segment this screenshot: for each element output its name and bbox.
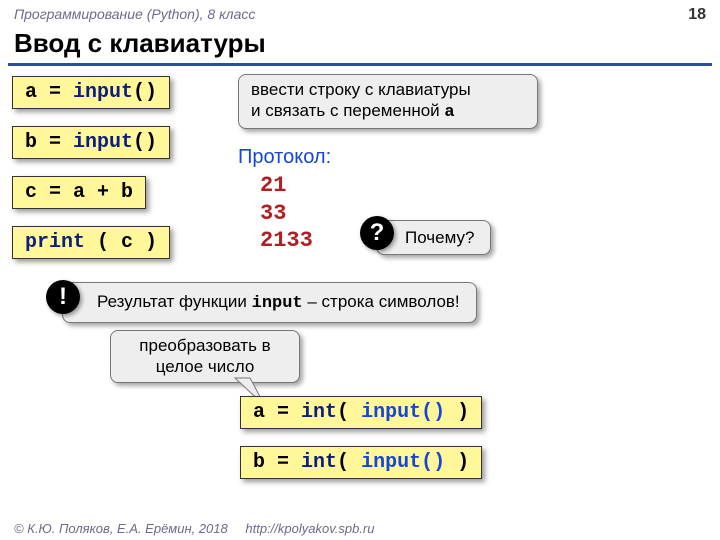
protocol-v1: 21	[260, 172, 313, 200]
footer: © К.Ю. Поляков, Е.А. Ерёмин, 2018 http:/…	[14, 521, 374, 536]
page-title: Ввод с клавиатуры	[0, 26, 720, 63]
result-b: input	[252, 294, 303, 313]
title-rule	[8, 63, 712, 66]
protocol-label: Протокол:	[238, 146, 331, 169]
exclaim-badge: !	[46, 280, 80, 314]
exclaim-icon: !	[59, 283, 67, 311]
protocol-values: 21 33 2133	[260, 172, 313, 255]
result-c: – строка символов!	[303, 292, 460, 311]
callout-description: ввести строку с клавиатуры и связать с п…	[238, 74, 538, 129]
result-a: Результат функции	[97, 292, 252, 311]
course-label: Программирование (Python), 8 класс	[14, 6, 255, 24]
code-line-1: a = input()	[12, 76, 170, 109]
convert-line2: целое число	[156, 357, 255, 376]
callout-result: Результат функции input – строка символо…	[62, 282, 477, 323]
callout-desc-line2a: и связать с переменной	[251, 101, 444, 120]
footer-link[interactable]: http://kpolyakov.spb.ru	[245, 521, 374, 536]
code-line-2: b = input()	[12, 126, 170, 159]
callout-convert: преобразовать в целое число	[110, 330, 300, 383]
protocol-v3: 2133	[260, 227, 313, 255]
question-badge: ?	[360, 216, 394, 250]
page-number: 18	[688, 6, 706, 24]
callout-desc-var: a	[444, 103, 454, 122]
footer-copyright: © К.Ю. Поляков, Е.А. Ерёмин, 2018	[14, 521, 228, 536]
code-int-a: a = int( input() )	[240, 396, 482, 429]
code-int-b: b = int( input() )	[240, 446, 482, 479]
protocol-v2: 33	[260, 200, 313, 228]
content-area: a = input() b = input() c = a + b print …	[0, 76, 720, 506]
question-icon: ?	[370, 219, 385, 247]
code-line-3: c = a + b	[12, 176, 146, 209]
header: Программирование (Python), 8 класс 18	[0, 0, 720, 26]
callout-why-text: Почему?	[405, 228, 474, 247]
convert-line1: преобразовать в	[139, 336, 270, 355]
callout-desc-line1: ввести строку с клавиатуры	[251, 80, 471, 99]
code-line-4: print ( c )	[12, 226, 170, 259]
